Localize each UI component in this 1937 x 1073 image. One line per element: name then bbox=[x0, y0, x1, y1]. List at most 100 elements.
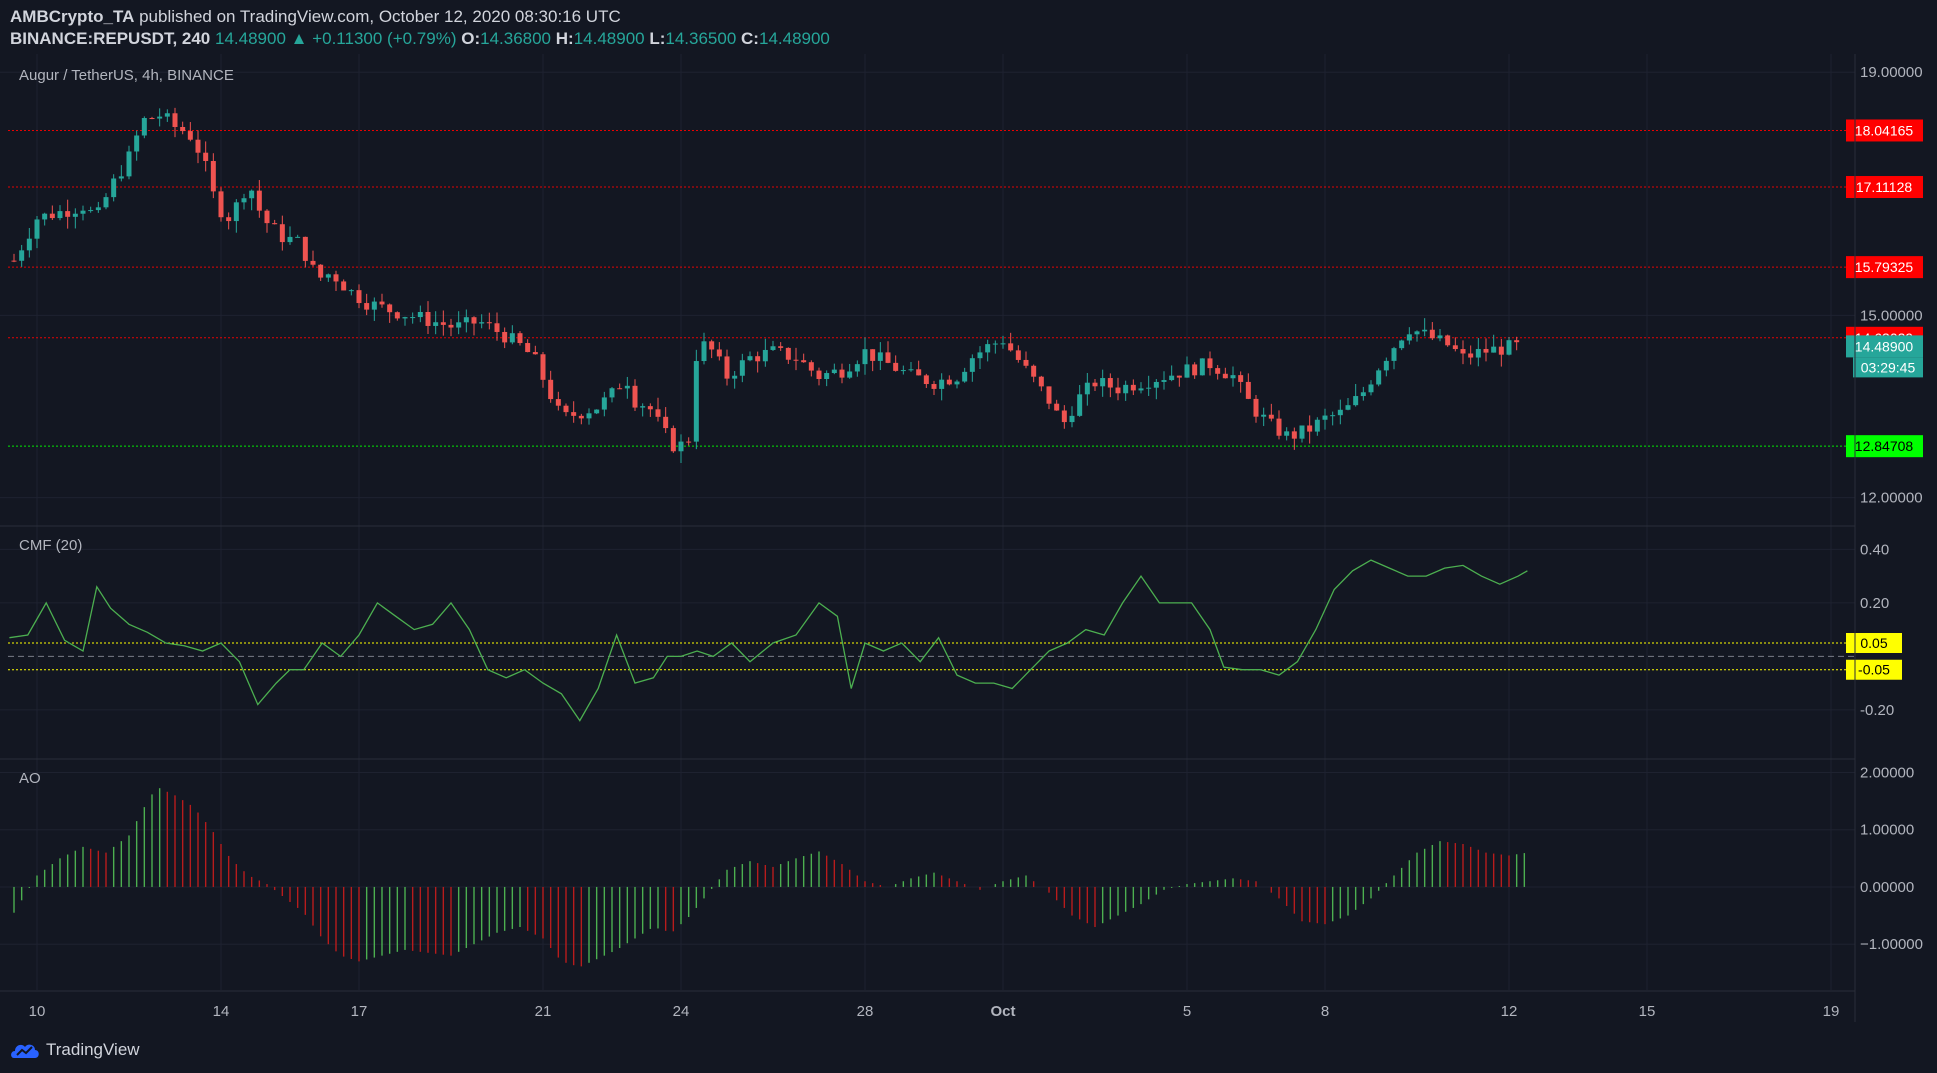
candle-body[interactable] bbox=[1169, 375, 1175, 381]
candle-body[interactable] bbox=[1192, 364, 1198, 376]
candle-body[interactable] bbox=[1038, 376, 1044, 387]
candle-body[interactable] bbox=[425, 311, 431, 326]
candle-body[interactable] bbox=[279, 224, 285, 243]
candle-body[interactable] bbox=[387, 304, 393, 313]
candle-body[interactable] bbox=[555, 399, 561, 406]
candle-body[interactable] bbox=[900, 370, 906, 372]
candle-body[interactable] bbox=[210, 161, 216, 192]
candle-body[interactable] bbox=[1353, 396, 1359, 406]
candle-body[interactable] bbox=[1491, 346, 1497, 353]
candle-body[interactable] bbox=[1498, 346, 1504, 355]
candle-body[interactable] bbox=[954, 381, 960, 385]
candle-body[interactable] bbox=[732, 375, 738, 379]
candle-body[interactable] bbox=[1422, 329, 1428, 332]
publisher-name[interactable]: AMBCrypto_TA bbox=[10, 7, 135, 26]
candle-body[interactable] bbox=[103, 197, 109, 208]
candle-body[interactable] bbox=[831, 369, 837, 374]
candle-body[interactable] bbox=[502, 331, 508, 343]
candle-body[interactable] bbox=[402, 317, 408, 319]
candle-body[interactable] bbox=[586, 413, 592, 419]
candle-body[interactable] bbox=[34, 219, 40, 239]
cmf-line[interactable] bbox=[9, 559, 1528, 722]
candle-body[interactable] bbox=[111, 178, 117, 198]
candle-body[interactable] bbox=[946, 379, 952, 385]
candle-body[interactable] bbox=[1161, 380, 1167, 382]
candle-body[interactable] bbox=[778, 346, 784, 348]
candle-body[interactable] bbox=[26, 238, 32, 251]
candle-body[interactable] bbox=[1475, 348, 1481, 358]
candle-body[interactable] bbox=[647, 406, 653, 410]
candle-body[interactable] bbox=[371, 301, 377, 310]
candle-body[interactable] bbox=[1514, 340, 1520, 343]
candle-body[interactable] bbox=[157, 116, 163, 119]
candle-body[interactable] bbox=[1238, 375, 1244, 382]
candle-body[interactable] bbox=[655, 409, 661, 417]
candle-body[interactable] bbox=[1483, 348, 1489, 353]
candle-body[interactable] bbox=[1284, 431, 1290, 436]
candle-body[interactable] bbox=[1000, 343, 1006, 345]
candle-body[interactable] bbox=[1337, 409, 1343, 416]
candle-body[interactable] bbox=[785, 347, 791, 360]
candle-body[interactable] bbox=[640, 406, 646, 408]
candle-body[interactable] bbox=[356, 290, 362, 304]
candle-body[interactable] bbox=[72, 213, 78, 217]
candle-body[interactable] bbox=[839, 369, 845, 378]
candle-body[interactable] bbox=[364, 303, 370, 310]
candle-body[interactable] bbox=[1123, 384, 1129, 394]
candle-body[interactable] bbox=[1023, 359, 1029, 366]
candle-body[interactable] bbox=[302, 236, 308, 261]
candle-body[interactable] bbox=[548, 379, 554, 400]
candle-body[interactable] bbox=[1077, 394, 1083, 416]
candle-body[interactable] bbox=[1031, 365, 1037, 377]
candle-body[interactable] bbox=[601, 397, 607, 410]
candle-body[interactable] bbox=[1176, 375, 1182, 378]
candle-body[interactable] bbox=[1100, 378, 1106, 387]
candle-body[interactable] bbox=[333, 274, 339, 282]
candle-body[interactable] bbox=[1445, 335, 1451, 346]
candle-body[interactable] bbox=[410, 317, 416, 319]
candle-body[interactable] bbox=[180, 126, 186, 132]
candle-body[interactable] bbox=[793, 359, 799, 361]
candle-body[interactable] bbox=[226, 217, 232, 222]
candle-body[interactable] bbox=[1130, 384, 1136, 391]
candle-body[interactable] bbox=[877, 352, 883, 361]
candle-body[interactable] bbox=[1376, 370, 1382, 385]
candle-body[interactable] bbox=[19, 250, 25, 261]
candle-body[interactable] bbox=[854, 364, 860, 372]
candle-body[interactable] bbox=[1115, 387, 1121, 394]
candle-body[interactable] bbox=[1261, 414, 1267, 417]
candle-body[interactable] bbox=[1506, 340, 1512, 355]
candle-body[interactable] bbox=[816, 370, 822, 380]
candle-body[interactable] bbox=[1245, 381, 1251, 399]
cmf-pane[interactable]: 0.05 -0.05 bbox=[8, 559, 1902, 722]
candle-body[interactable] bbox=[916, 369, 922, 376]
candle-body[interactable] bbox=[57, 211, 63, 219]
candle-body[interactable] bbox=[862, 349, 868, 365]
candle-body[interactable] bbox=[149, 118, 155, 120]
candle-body[interactable] bbox=[1383, 360, 1389, 371]
candle-body[interactable] bbox=[448, 324, 454, 328]
candle-body[interactable] bbox=[118, 176, 124, 179]
candle-body[interactable] bbox=[1061, 410, 1067, 423]
candle-body[interactable] bbox=[471, 317, 477, 324]
candle-body[interactable] bbox=[479, 322, 485, 324]
candle-body[interactable] bbox=[486, 322, 492, 324]
candle-body[interactable] bbox=[885, 352, 891, 363]
candle-body[interactable] bbox=[134, 135, 140, 152]
candle-body[interactable] bbox=[1138, 388, 1144, 391]
candle-body[interactable] bbox=[739, 360, 745, 376]
candle-body[interactable] bbox=[540, 354, 546, 380]
candle-body[interactable] bbox=[249, 190, 255, 199]
candle-body[interactable] bbox=[1046, 386, 1052, 404]
candle-body[interactable] bbox=[1314, 419, 1320, 432]
price-pane[interactable]: 18.0416517.1112815.7932514.6302912.84708… bbox=[8, 107, 1923, 463]
candle-body[interactable] bbox=[632, 385, 638, 408]
candle-body[interactable] bbox=[42, 213, 48, 220]
candle-body[interactable] bbox=[440, 322, 446, 325]
candle-body[interactable] bbox=[1345, 405, 1351, 410]
candle-body[interactable] bbox=[1107, 378, 1113, 388]
candle-body[interactable] bbox=[517, 333, 523, 344]
candle-body[interactable] bbox=[1399, 340, 1405, 349]
candle-body[interactable] bbox=[1069, 415, 1075, 423]
